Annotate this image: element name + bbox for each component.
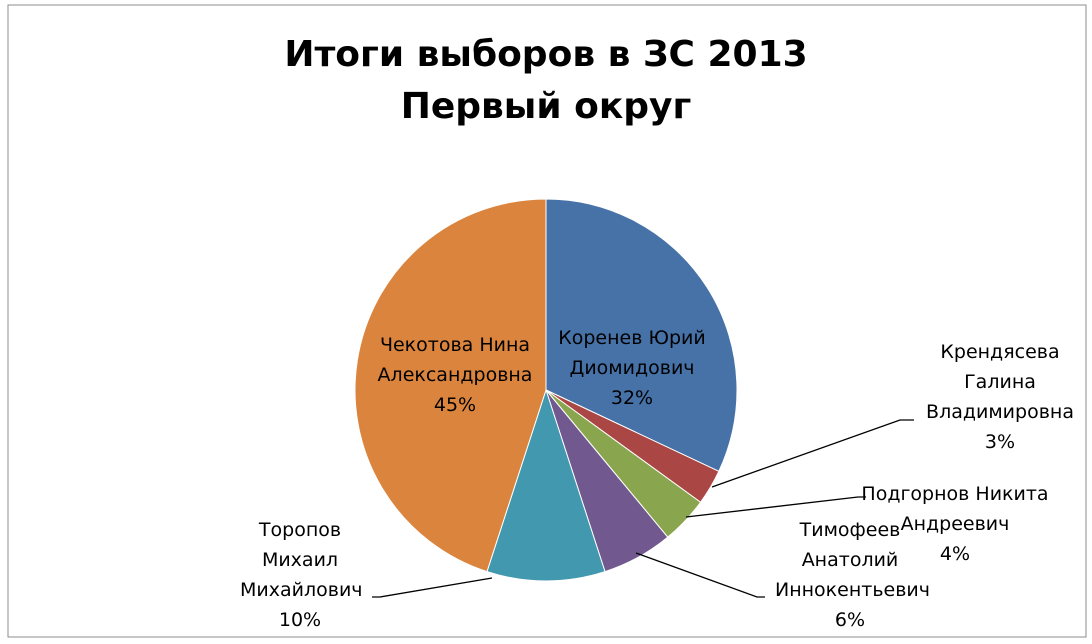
- leader-line: [685, 496, 866, 518]
- chart-subtitle: Первый округ: [400, 86, 692, 127]
- data-label: Тимофеев Анатолий Иннокентьевич 6%: [775, 515, 930, 635]
- label-value: 45%: [433, 394, 477, 416]
- leader-line: [711, 419, 914, 488]
- label-name: Чекотова Нина Александровна: [377, 334, 533, 386]
- pie-slice: [354, 198, 547, 573]
- label-name: Тимофеев Анатолий Иннокентьевич: [775, 519, 930, 601]
- pie-slice: [486, 388, 606, 582]
- label-value: 10%: [278, 609, 322, 631]
- data-label: Чекотова Нина Александровна 45%: [370, 330, 540, 420]
- data-label: Подгорнов Никита Андреевич 4%: [853, 479, 1058, 569]
- pie-slice: [545, 198, 738, 472]
- label-value: 3%: [984, 431, 1016, 453]
- frame: [7, 4, 1087, 638]
- label-value: 4%: [939, 543, 971, 565]
- leader-line: [372, 577, 493, 598]
- leader-line: [635, 552, 765, 598]
- label-name: Коренев Юрий Диомидович: [558, 327, 706, 379]
- label-name: Торопов Михаил Михайлович: [240, 519, 363, 601]
- data-label: Крендясева Галина Владимировна 3%: [918, 337, 1083, 457]
- label-name: Подгорнов Никита Андреевич: [861, 483, 1049, 535]
- data-label: Коренев Юрий Диомидович 32%: [557, 323, 707, 413]
- label-name: Крендясева Галина Владимировна: [926, 341, 1074, 423]
- label-value: 32%: [610, 387, 654, 409]
- data-label: Торопов Михаил Михайлович 10%: [240, 515, 363, 635]
- label-value: 6%: [834, 609, 866, 631]
- chart-title: Итоги выборов в ЗС 2013: [284, 34, 808, 75]
